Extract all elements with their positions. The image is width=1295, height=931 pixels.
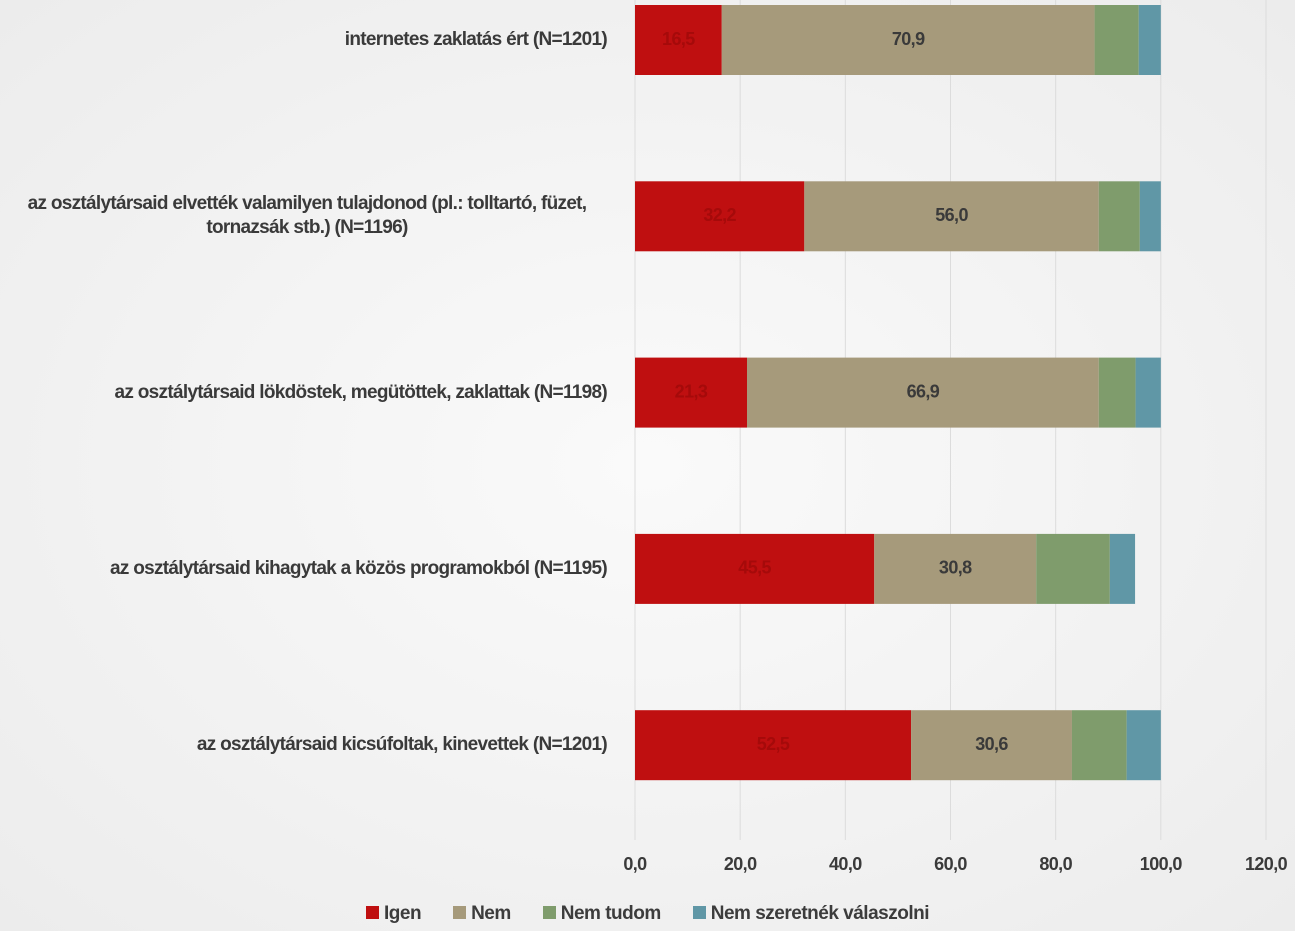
bar-segment [804, 181, 1099, 252]
legend-label: Igen [384, 903, 422, 924]
legend-label: Nem [471, 903, 511, 924]
legend-item: Nem tudom [542, 903, 662, 925]
category-label-box: internetes zaklatás ért (N=1201) [344, 28, 608, 52]
x-tick-label: 120,0 [1245, 854, 1288, 874]
bar-segment [911, 710, 1072, 781]
category-label-box: az osztálytársaid lökdöstek, megütöttek,… [114, 381, 608, 405]
x-tick-label: 60,0 [934, 854, 967, 874]
bar-segment [1126, 710, 1161, 781]
bar-segment [635, 357, 748, 428]
category-label-box: az osztálytársaid elvették valamilyen tu… [7, 192, 607, 240]
x-tick-label: 0,0 [623, 854, 647, 874]
bar-segment [874, 533, 1037, 604]
bar-segment [1036, 533, 1110, 604]
legend-item: Igen [366, 903, 422, 925]
legend-item: Nem szeretnék válaszolni [692, 903, 930, 925]
category-label: internetes zaklatás ért (N=1201) [344, 29, 608, 50]
x-tick-label: 40,0 [829, 854, 862, 874]
bar-segment [635, 5, 722, 75]
x-tick-label: 80,0 [1039, 854, 1072, 874]
category-label-box: az osztálytársaid kicsúfoltak, kinevette… [196, 733, 608, 757]
bar-segment [635, 181, 805, 252]
bar-segment [1098, 357, 1136, 428]
category-label: az osztálytársaid kihagytak a közös prog… [109, 557, 608, 579]
legend-item: Nem [453, 903, 511, 925]
legend: Igen Nem Nem tudom Nem szeretnék válaszolni [0, 903, 1295, 925]
legend-label: Nem tudom [560, 903, 662, 924]
legend-swatch [692, 906, 706, 919]
bar-segment [747, 357, 1099, 428]
data-label: 21,3 [675, 381, 708, 401]
bar-segment [635, 533, 875, 604]
data-label: 52,5 [757, 734, 790, 754]
data-label: 30,6 [975, 734, 1008, 754]
legend-label: Nem szeretnék válaszolni [710, 903, 930, 924]
bar-segment [1135, 357, 1161, 428]
bar-segment [1098, 181, 1140, 252]
data-label: 70,9 [892, 29, 925, 49]
bar-segment [1139, 181, 1161, 252]
bar-segment [1109, 533, 1136, 604]
data-label: 66,9 [907, 381, 940, 401]
category-label: az osztálytársaid lökdöstek, megütöttek,… [114, 381, 608, 403]
category-label: az osztálytársaid kicsúfoltak, kinevette… [196, 734, 608, 756]
x-tick-label: 20,0 [724, 854, 757, 874]
legend-swatch [453, 906, 467, 919]
bar-segment [1138, 5, 1161, 75]
data-label: 30,8 [939, 558, 972, 578]
data-label: 56,0 [935, 205, 968, 225]
category-label-box: az osztálytársaid kihagytak a közös prog… [109, 557, 608, 581]
bar-segment [1094, 5, 1139, 75]
bar-segment [635, 710, 912, 781]
data-label: 45,5 [738, 558, 771, 578]
category-label: az osztálytársaid elvették valamilyen tu… [27, 193, 587, 239]
data-label: 16,5 [662, 29, 695, 49]
bar-segment [1071, 710, 1127, 781]
legend-swatch [366, 906, 380, 919]
legend-swatch [542, 906, 556, 919]
bar-segment [721, 5, 1095, 75]
x-tick-label: 100,0 [1140, 854, 1183, 874]
data-label: 32,2 [703, 205, 736, 225]
